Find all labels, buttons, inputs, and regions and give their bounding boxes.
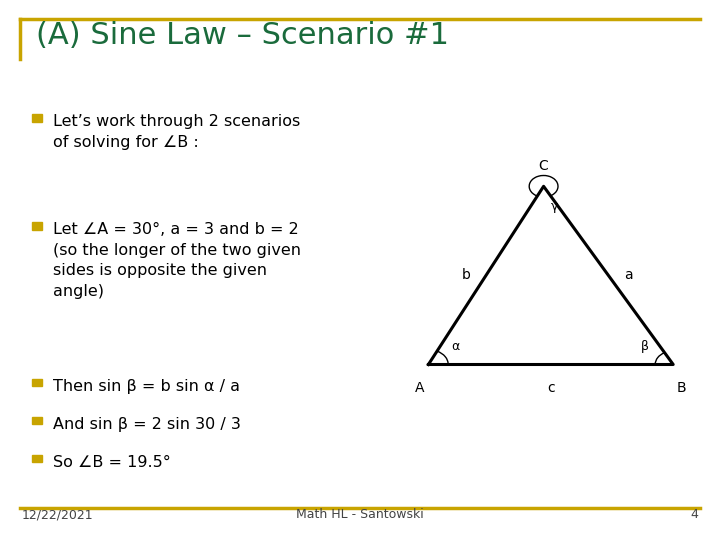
Text: Let’s work through 2 scenarios
of solving for ∠B :: Let’s work through 2 scenarios of solvin… [53,114,300,150]
Text: c: c [547,381,554,395]
Text: B: B [677,381,687,395]
Text: γ: γ [551,200,558,213]
Text: Then sin β = b sin α / a: Then sin β = b sin α / a [53,379,240,394]
FancyBboxPatch shape [32,417,42,424]
FancyBboxPatch shape [32,222,42,230]
FancyBboxPatch shape [32,455,42,462]
Text: A: A [415,381,425,395]
Text: Let ∠A = 30°, a = 3 and b = 2
(so the longer of the two given
sides is opposite : Let ∠A = 30°, a = 3 and b = 2 (so the lo… [53,222,300,299]
FancyBboxPatch shape [32,114,42,122]
Text: 4: 4 [690,508,698,521]
Text: So ∠B = 19.5°: So ∠B = 19.5° [53,455,171,470]
Text: 12/22/2021: 12/22/2021 [22,508,93,521]
Text: C: C [539,159,549,173]
Text: a: a [624,268,633,282]
Text: And sin β = 2 sin 30 / 3: And sin β = 2 sin 30 / 3 [53,417,240,432]
Text: α: α [451,340,459,353]
Text: β: β [641,340,649,353]
Text: (A) Sine Law – Scenario #1: (A) Sine Law – Scenario #1 [36,21,449,50]
FancyBboxPatch shape [32,379,42,386]
Text: Math HL - Santowski: Math HL - Santowski [296,508,424,521]
Text: b: b [462,268,470,282]
